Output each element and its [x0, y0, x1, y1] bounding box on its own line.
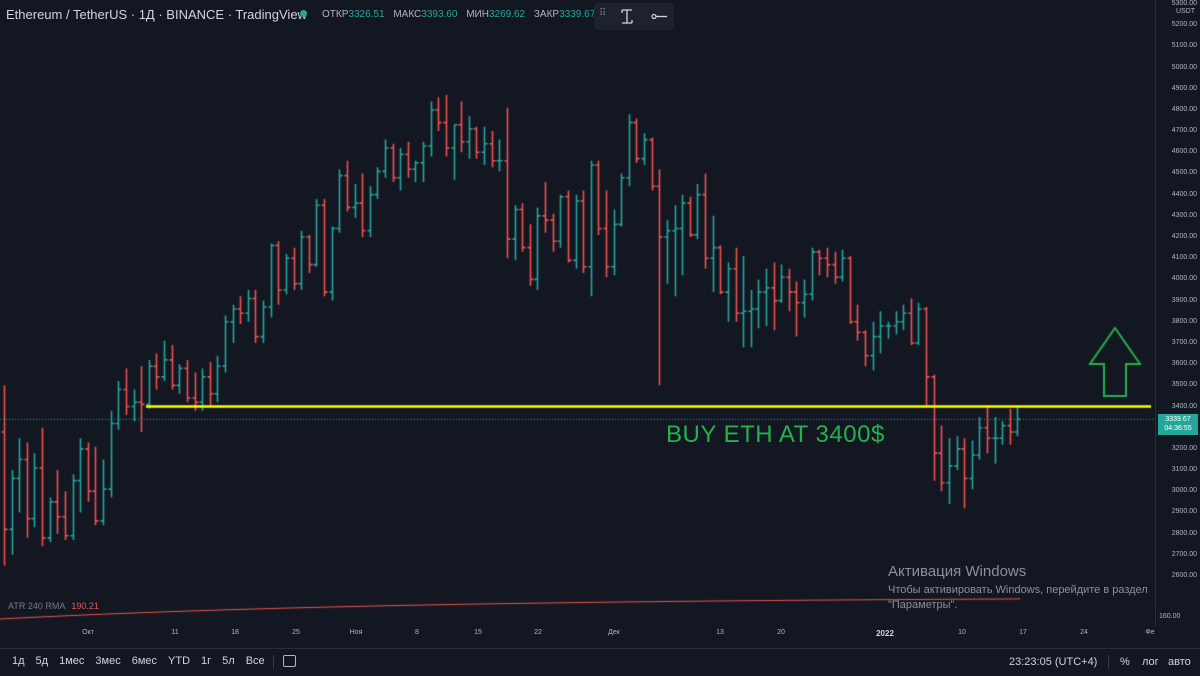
ohlc-low-value: 3269.62 [488, 9, 526, 20]
time-axis-label: 13 [716, 629, 724, 636]
range-button[interactable]: 1г [201, 655, 212, 667]
ohlc-high-value: 3393.60 [421, 9, 458, 20]
market-open-indicator [300, 10, 307, 17]
price-tick-label: 4700.00 [1171, 127, 1197, 135]
price-tick-label: 5000.00 [1171, 63, 1197, 71]
watermark-line-2: "Параметры". [888, 599, 958, 611]
time-axis-label: 10 [958, 629, 966, 636]
price-tick-label: 2900.00 [1171, 508, 1197, 516]
price-tick-label: 3700.00 [1171, 338, 1197, 346]
drag-grip-icon[interactable]: ⠿ [599, 8, 608, 19]
time-axis-label: 17 [1019, 629, 1027, 636]
time-axis-label: Фе [1145, 629, 1155, 636]
price-tick-label: 4800.00 [1171, 105, 1197, 113]
currency-unit: USDT [1175, 8, 1195, 15]
watermark-line-1: Чтобы активировать Windows, перейдите в … [888, 584, 1148, 596]
ohlc-open-value: 3326.51 [348, 9, 385, 20]
range-button[interactable]: 1мес [59, 655, 85, 667]
price-tick-label: 4400.00 [1171, 190, 1197, 198]
indicator-legend[interactable]: ATR 240 RMA 190.21 [8, 601, 99, 611]
range-button[interactable]: 6мес [131, 655, 158, 667]
buy-annotation-text[interactable]: BUY ETH AT 3400$ [666, 421, 885, 448]
time-axis-label: 18 [231, 629, 239, 636]
percent-scale-toggle[interactable]: % [1120, 656, 1130, 668]
price-tick-label: 3600.00 [1171, 360, 1197, 368]
bottom-toolbar: 1д 5д 1мес 3мес 6мес YTD 1г 5л Все 23:23:05 (UTC… [0, 648, 1200, 676]
price-tick-label: 3000.00 [1171, 487, 1197, 495]
range-button[interactable]: Все [245, 655, 265, 667]
ohlc-close-label: ЗАКР [533, 9, 560, 20]
price-tick-label: 2700.00 [1171, 550, 1197, 558]
range-button[interactable]: 5д [35, 655, 49, 667]
price-tick-label: 4900.00 [1171, 84, 1197, 92]
timezone-clock[interactable]: 23:23:05 (UTC+4) [1009, 656, 1098, 668]
indicator-name: ATR 240 RMA [8, 601, 66, 611]
price-tick-label: 2600.00 [1171, 572, 1197, 579]
ohlc-close-value: 3339.67 [559, 9, 596, 20]
price-tick-label: 5200.00 [1171, 21, 1197, 29]
price-tick-label: 3200.00 [1171, 444, 1197, 452]
price-tick-label: 4300.00 [1171, 211, 1197, 219]
price-tick-label: 3800.00 [1171, 317, 1197, 325]
price-range-icon[interactable] [614, 6, 640, 27]
time-axis-label: 24 [1080, 629, 1088, 636]
range-button[interactable]: YTD [168, 655, 191, 667]
ohlc-low-label: МИН [466, 9, 489, 20]
bar-countdown: 04:36:55 [1164, 425, 1192, 432]
indicator-value: 190.21 [71, 601, 99, 611]
range-button[interactable]: 1д [12, 655, 25, 667]
price-tick-label: 5100.00 [1171, 42, 1197, 50]
windows-activation-watermark: Активация Windows Чтобы активировать Win… [888, 563, 1148, 613]
price-tick-label: 5300.00 [1171, 0, 1197, 7]
auto-scale-toggle[interactable]: авто [1168, 656, 1191, 668]
time-axis-label: 8 [415, 629, 419, 636]
price-tick-label: 4500.00 [1171, 169, 1197, 177]
current-price: 3339.67 [1165, 416, 1191, 423]
ohlc-open-label: ОТКР [322, 9, 349, 20]
price-chart-canvas[interactable] [0, 0, 1155, 625]
price-tick-label: 4200.00 [1171, 233, 1197, 241]
horizontal-ray-icon[interactable] [646, 6, 672, 27]
symbol-title[interactable]: Ethereum / TetherUS · 1Д · BINANCE · Tra… [6, 7, 307, 22]
ohlc-high-label: МАКС [393, 9, 422, 20]
indicator-axis-tick: 160.00 [1159, 613, 1181, 620]
price-tick-label: 3500.00 [1171, 381, 1197, 389]
time-axis-label: Окт [82, 629, 94, 636]
price-tick-label: 4600.00 [1171, 148, 1197, 156]
current-price-tag: 3339.67 04:36:55 [1158, 414, 1198, 435]
ohlc-legend: ОТКР3326.51 МАКС3393.60 МИН3269.62 ЗАКР3… [322, 9, 615, 20]
time-axis-label: 22 [534, 629, 542, 636]
divider [1108, 655, 1109, 669]
price-tick-label: 3400.00 [1171, 402, 1197, 410]
price-axis[interactable]: USDT 5300.00 5200.00 5100.00 5000.00 4900.00… [1155, 0, 1200, 625]
time-axis-label: Дек [608, 629, 620, 636]
log-scale-toggle[interactable]: лог [1142, 656, 1159, 668]
floating-drawing-toolbar[interactable]: ⠿ [594, 3, 674, 30]
price-tick-label: 4100.00 [1171, 254, 1197, 262]
time-axis-label: 20 [777, 629, 785, 636]
price-tick-label: 3900.00 [1171, 296, 1197, 304]
calendar-icon[interactable] [283, 655, 296, 667]
time-axis-label: Ноя [349, 629, 363, 636]
range-button[interactable]: 3мес [95, 655, 121, 667]
time-axis-label: 15 [474, 629, 482, 636]
price-tick-label: 4000.00 [1171, 275, 1197, 283]
date-range-selector: 1д 5д 1мес 3мес 6мес YTD 1г 5л Все [12, 655, 265, 667]
time-axis-label: 25 [292, 629, 300, 636]
time-axis-label: 2022 [876, 629, 894, 638]
time-axis-label: 11 [171, 629, 179, 636]
watermark-title: Активация Windows [888, 563, 1027, 580]
range-button[interactable]: 5л [222, 655, 235, 667]
price-tick-label: 3100.00 [1171, 466, 1197, 474]
divider [273, 655, 274, 669]
price-tick-label: 2800.00 [1171, 529, 1197, 537]
